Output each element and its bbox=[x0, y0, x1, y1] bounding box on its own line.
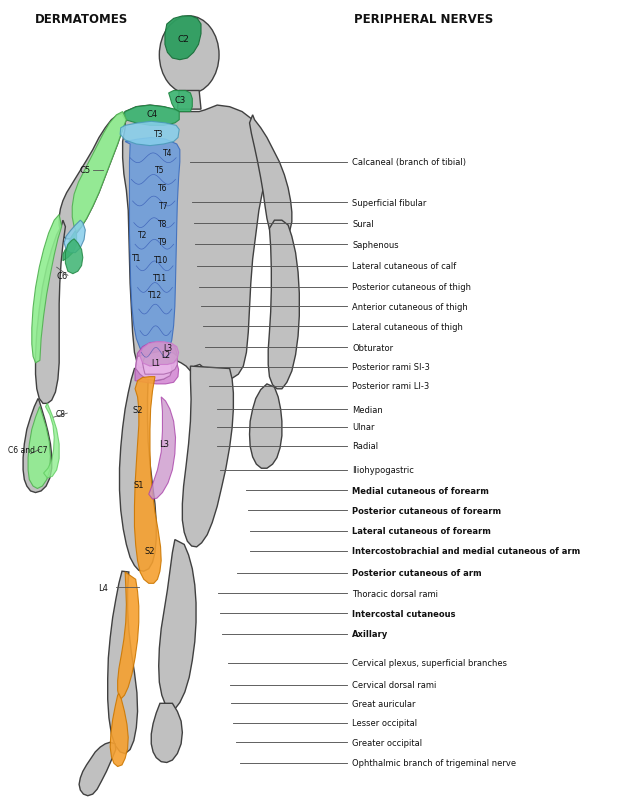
Text: Intercostobrachial and medial cutaneous of arm: Intercostobrachial and medial cutaneous … bbox=[352, 547, 580, 556]
Text: T11: T11 bbox=[153, 274, 167, 283]
Text: Axillary: Axillary bbox=[352, 629, 389, 638]
Circle shape bbox=[159, 17, 219, 95]
Polygon shape bbox=[135, 342, 178, 384]
Polygon shape bbox=[23, 399, 52, 493]
Text: Posterior rami LI-3: Posterior rami LI-3 bbox=[352, 381, 429, 391]
Text: Cervical dorsal rami: Cervical dorsal rami bbox=[352, 680, 436, 689]
Text: C6: C6 bbox=[56, 272, 68, 281]
Text: Thoracic dorsal rami: Thoracic dorsal rami bbox=[352, 589, 438, 598]
Text: T9: T9 bbox=[158, 238, 167, 247]
Text: S1: S1 bbox=[134, 480, 144, 489]
Text: Lesser occipital: Lesser occipital bbox=[352, 719, 417, 727]
Polygon shape bbox=[43, 404, 59, 478]
Text: C5: C5 bbox=[79, 166, 90, 175]
Text: Anterior cutaneous of thigh: Anterior cutaneous of thigh bbox=[352, 303, 468, 311]
Text: Ophthalmic branch of trigeminal nerve: Ophthalmic branch of trigeminal nerve bbox=[352, 758, 517, 767]
Text: Iliohypogastric: Iliohypogastric bbox=[352, 466, 414, 474]
Text: Calcaneal (branch of tibial): Calcaneal (branch of tibial) bbox=[352, 158, 466, 167]
Text: Radial: Radial bbox=[352, 441, 378, 450]
Text: T6: T6 bbox=[158, 184, 167, 193]
Text: Greater occipital: Greater occipital bbox=[352, 738, 422, 747]
Polygon shape bbox=[250, 384, 282, 469]
Text: L1: L1 bbox=[152, 358, 161, 367]
Polygon shape bbox=[110, 693, 128, 766]
Polygon shape bbox=[63, 231, 76, 261]
Text: DERMATOMES: DERMATOMES bbox=[35, 13, 128, 26]
Text: Posterior cutaneous of arm: Posterior cutaneous of arm bbox=[352, 569, 482, 577]
Text: Sural: Sural bbox=[352, 220, 374, 229]
Polygon shape bbox=[136, 355, 172, 381]
Polygon shape bbox=[79, 742, 116, 796]
Text: Posterior cutaneous of forearm: Posterior cutaneous of forearm bbox=[352, 506, 501, 515]
Text: Posterior cutaneous of thigh: Posterior cutaneous of thigh bbox=[352, 283, 471, 292]
Polygon shape bbox=[143, 352, 177, 375]
Text: PERIPHERAL NERVES: PERIPHERAL NERVES bbox=[354, 13, 493, 26]
Polygon shape bbox=[151, 703, 182, 762]
Polygon shape bbox=[125, 139, 180, 357]
Text: Lateral cutaneous of thigh: Lateral cutaneous of thigh bbox=[352, 323, 463, 332]
Text: C8: C8 bbox=[55, 409, 66, 418]
Polygon shape bbox=[250, 116, 292, 240]
Polygon shape bbox=[182, 367, 233, 547]
Text: Lateral cutaneous of calf: Lateral cutaneous of calf bbox=[352, 262, 457, 271]
Polygon shape bbox=[108, 572, 138, 753]
Polygon shape bbox=[72, 113, 126, 232]
Polygon shape bbox=[120, 367, 156, 572]
Text: T12: T12 bbox=[148, 291, 162, 300]
Text: T8: T8 bbox=[158, 220, 167, 229]
Text: Ulnar: Ulnar bbox=[352, 423, 375, 431]
Text: L4: L4 bbox=[98, 583, 108, 592]
Polygon shape bbox=[165, 17, 201, 61]
Polygon shape bbox=[177, 92, 201, 110]
Text: C3: C3 bbox=[175, 96, 185, 105]
Polygon shape bbox=[36, 221, 66, 404]
Polygon shape bbox=[66, 239, 83, 274]
Text: T10: T10 bbox=[154, 255, 168, 264]
Text: C6 and C7: C6 and C7 bbox=[8, 445, 48, 454]
Text: L2: L2 bbox=[161, 351, 170, 360]
Polygon shape bbox=[149, 397, 176, 500]
Text: T3: T3 bbox=[154, 130, 164, 139]
Text: Posterior rami SI-3: Posterior rami SI-3 bbox=[352, 363, 430, 372]
Polygon shape bbox=[28, 407, 50, 489]
Polygon shape bbox=[159, 540, 196, 710]
Text: T2: T2 bbox=[138, 231, 147, 240]
Text: C2: C2 bbox=[177, 35, 189, 44]
Polygon shape bbox=[120, 122, 179, 147]
Polygon shape bbox=[118, 573, 139, 698]
Text: Medial cutaneous of forearm: Medial cutaneous of forearm bbox=[352, 486, 489, 495]
Text: Cervical plexus, superficial branches: Cervical plexus, superficial branches bbox=[352, 659, 507, 667]
Polygon shape bbox=[169, 92, 192, 113]
Text: T1: T1 bbox=[132, 254, 141, 263]
Text: Intercostal cutaneous: Intercostal cutaneous bbox=[352, 609, 455, 618]
Polygon shape bbox=[64, 221, 85, 253]
Text: Saphenous: Saphenous bbox=[352, 241, 399, 250]
Polygon shape bbox=[123, 106, 267, 381]
Text: Lateral cutaneous of forearm: Lateral cutaneous of forearm bbox=[352, 526, 491, 535]
Polygon shape bbox=[134, 377, 161, 584]
Text: Great auricular: Great auricular bbox=[352, 699, 416, 708]
Text: S2: S2 bbox=[132, 405, 143, 414]
Polygon shape bbox=[140, 342, 178, 367]
Text: S2: S2 bbox=[145, 547, 155, 556]
Text: Median: Median bbox=[352, 405, 383, 414]
Polygon shape bbox=[268, 221, 299, 389]
Text: T4: T4 bbox=[162, 148, 172, 157]
Polygon shape bbox=[123, 106, 179, 127]
Text: L3: L3 bbox=[159, 440, 169, 448]
Text: L3: L3 bbox=[163, 344, 172, 353]
Polygon shape bbox=[59, 114, 126, 239]
Text: Superficial fibular: Superficial fibular bbox=[352, 199, 427, 208]
Text: Obturator: Obturator bbox=[352, 344, 393, 353]
Text: T7: T7 bbox=[159, 202, 168, 211]
Text: C4: C4 bbox=[147, 110, 158, 119]
Text: T5: T5 bbox=[155, 166, 165, 175]
Polygon shape bbox=[32, 215, 62, 363]
